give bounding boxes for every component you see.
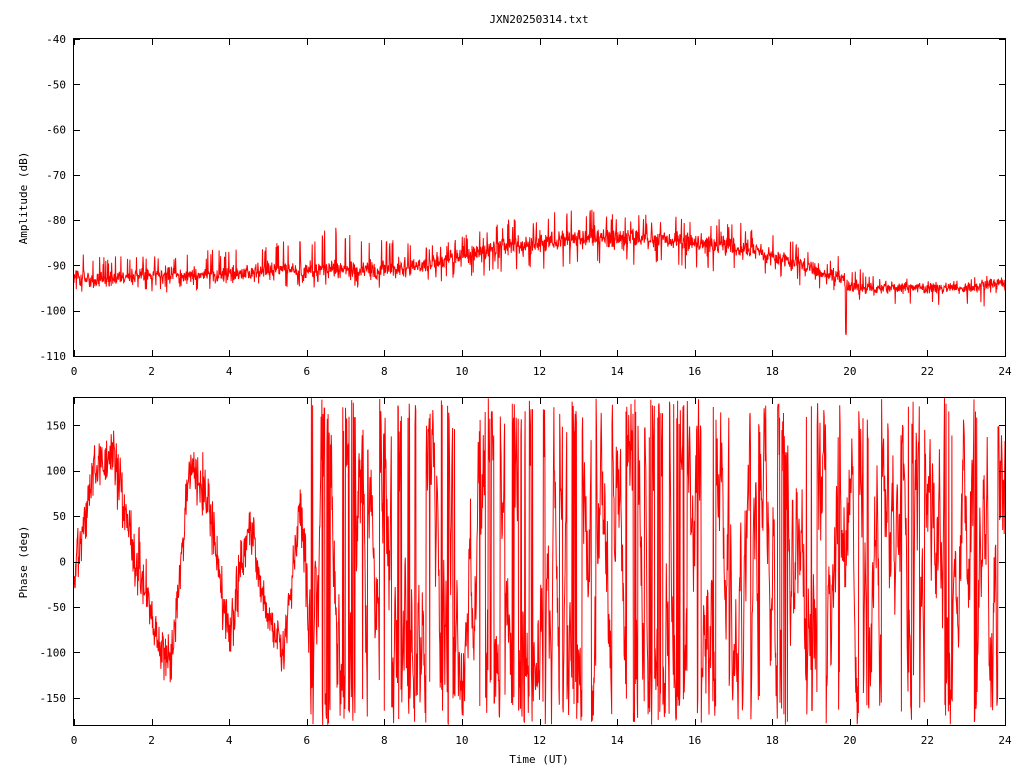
phase-x-tick-label: 8 xyxy=(381,734,388,747)
amplitude-y-tick-label: -110 xyxy=(40,350,67,363)
amplitude-x-tick-label: 20 xyxy=(843,365,856,378)
amplitude-y-tick-label: -90 xyxy=(46,259,66,272)
phase-plot-frame xyxy=(73,397,1006,726)
phase-x-tick-label: 4 xyxy=(226,734,233,747)
amplitude-x-tick-label: 18 xyxy=(766,365,779,378)
phase-y-tick-label: 100 xyxy=(46,465,66,478)
x-axis-label: Time (UT) xyxy=(509,753,569,766)
amplitude-x-tick-label: 24 xyxy=(998,365,1012,378)
amplitude-x-tick-label: 2 xyxy=(148,365,155,378)
amplitude-y-tick-label: -100 xyxy=(40,305,67,318)
phase-y-axis-label: Phase (deg) xyxy=(17,526,30,599)
amplitude-y-tick-label: -60 xyxy=(46,124,66,137)
phase-x-tick-label: 0 xyxy=(71,734,78,747)
amplitude-x-tick-label: 6 xyxy=(303,365,310,378)
amplitude-x-tick-label: 16 xyxy=(688,365,701,378)
phase-y-tick-label: -50 xyxy=(46,601,66,614)
amplitude-x-tick-label: 22 xyxy=(921,365,934,378)
amplitude-y-tick-label: -70 xyxy=(46,169,66,182)
phase-x-tick-label: 16 xyxy=(688,734,701,747)
phase-y-tick-label: 50 xyxy=(53,510,66,523)
amplitude-panel: 0 2 4 6 8 10 12 14 16 18 20 22 24-40-50-60-70-80-90-… xyxy=(17,33,1012,378)
phase-panel: 0 2 4 6 8 10 12 14 16 18 20 22 24150100500-50-100-15… xyxy=(17,397,1012,766)
chart-title: JXN20250314.txt xyxy=(489,13,588,26)
amplitude-y-tick-label: -40 xyxy=(46,33,66,46)
phase-x-tick-label: 6 xyxy=(303,734,310,747)
phase-y-tick-label: 0 xyxy=(59,556,66,569)
amplitude-x-tick-label: 4 xyxy=(226,365,233,378)
amplitude-x-tick-label: 10 xyxy=(455,365,468,378)
amplitude-x-tick-label: 0 xyxy=(71,365,78,378)
amplitude-x-tick-label: 8 xyxy=(381,365,388,378)
phase-axis-ticks: 0 2 4 6 8 10 12 14 16 18 20 22 24150100500-50-100-15… xyxy=(40,398,1012,747)
amplitude-axis-ticks: 0 2 4 6 8 10 12 14 16 18 20 22 24-40-50-60-70-80-90-… xyxy=(40,33,1012,378)
phase-x-tick-label: 14 xyxy=(610,734,624,747)
amplitude-y-tick-label: -80 xyxy=(46,214,66,227)
amplitude-series-line xyxy=(73,209,1006,336)
phase-x-tick-label: 22 xyxy=(921,734,934,747)
phase-x-tick-label: 20 xyxy=(843,734,856,747)
amplitude-x-tick-label: 14 xyxy=(610,365,624,378)
phase-x-tick-label: 2 xyxy=(148,734,155,747)
phase-y-tick-label: -100 xyxy=(40,646,67,659)
phase-x-tick-label: 18 xyxy=(766,734,779,747)
phase-y-tick-label: 150 xyxy=(46,419,66,432)
phase-x-tick-label: 12 xyxy=(533,734,546,747)
phase-x-tick-label: 10 xyxy=(455,734,468,747)
phase-x-tick-label: 24 xyxy=(998,734,1012,747)
amplitude-plot-frame xyxy=(73,38,1006,357)
amplitude-x-tick-label: 12 xyxy=(533,365,546,378)
amplitude-y-axis-label: Amplitude (dB) xyxy=(17,152,30,245)
phase-series-line xyxy=(73,398,1006,726)
amplitude-y-tick-label: -50 xyxy=(46,78,66,91)
phase-y-tick-label: -150 xyxy=(40,692,67,705)
